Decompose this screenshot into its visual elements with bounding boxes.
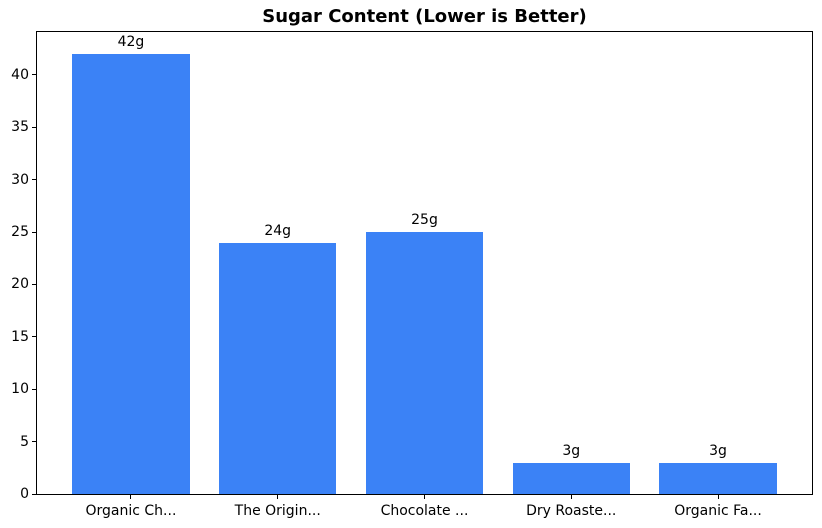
x-axis-category-label: The Origin... (234, 503, 321, 519)
y-axis-tick-label: 15 (11, 328, 29, 345)
y-axis-tick (32, 74, 36, 76)
y-axis-tick-label: 10 (11, 381, 29, 398)
bar (219, 242, 337, 494)
x-axis-tick (570, 495, 572, 499)
x-axis-tick (130, 495, 132, 499)
y-axis-tick (32, 336, 36, 338)
bar (659, 462, 777, 494)
x-axis-tick (277, 495, 279, 499)
y-axis-tick-label: 20 (11, 276, 29, 293)
y-axis-tick-label: 35 (11, 119, 29, 136)
y-axis-tick-label: 25 (11, 224, 29, 241)
y-axis-tick-label: 0 (20, 486, 29, 502)
y-axis-tick-label: 30 (11, 171, 29, 188)
bar-value-label: 24g (264, 222, 292, 239)
y-axis-tick (32, 441, 36, 443)
y-axis-tick (32, 493, 36, 495)
bar-value-label: 3g (562, 442, 581, 459)
y-axis-tick-label: 5 (20, 433, 29, 450)
chart-title: Sugar Content (Lower is Better) (262, 6, 587, 27)
y-axis-tick (32, 126, 36, 128)
x-axis-tick (717, 495, 719, 499)
bar-value-label: 25g (411, 212, 438, 229)
y-axis-tick (32, 283, 36, 285)
bar (365, 232, 484, 494)
y-axis-tick-label: 40 (11, 66, 29, 83)
y-axis-tick (32, 231, 36, 233)
x-axis-category-label: Organic Fa... (674, 503, 762, 519)
bar (72, 54, 190, 494)
x-axis-tick (424, 495, 425, 499)
x-axis-category-label: Chocolate ... (380, 503, 469, 519)
plot-area: 0 5 10 15 20 25 30 35 40 42g Organic Ch... 24g The O… (11, 31, 813, 519)
x-axis-category-label: Organic Ch... (85, 503, 177, 519)
bar-value-label: 42g (117, 34, 145, 50)
y-axis-tick (32, 388, 36, 390)
x-axis-category-label: Dry Roaste... (526, 503, 617, 519)
y-axis-tick (32, 179, 36, 181)
bar (512, 462, 630, 494)
bar-value-label: 3g (709, 442, 727, 459)
